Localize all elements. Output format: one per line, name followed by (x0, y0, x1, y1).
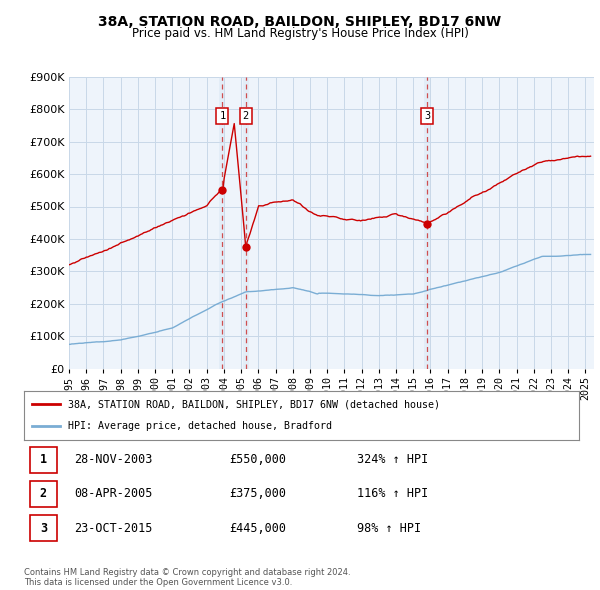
Text: 2: 2 (40, 487, 47, 500)
Text: £550,000: £550,000 (229, 453, 286, 466)
Text: 28-NOV-2003: 28-NOV-2003 (74, 453, 152, 466)
Text: £375,000: £375,000 (229, 487, 286, 500)
FancyBboxPatch shape (29, 481, 58, 507)
Text: Contains HM Land Registry data © Crown copyright and database right 2024.
This d: Contains HM Land Registry data © Crown c… (24, 568, 350, 587)
Text: 23-OCT-2015: 23-OCT-2015 (74, 522, 152, 535)
Text: 3: 3 (424, 111, 430, 121)
Bar (424, 77, 430, 369)
Text: 38A, STATION ROAD, BAILDON, SHIPLEY, BD17 6NW: 38A, STATION ROAD, BAILDON, SHIPLEY, BD1… (98, 15, 502, 29)
Text: 2: 2 (242, 111, 249, 121)
Text: 1: 1 (219, 111, 226, 121)
Text: £445,000: £445,000 (229, 522, 286, 535)
Bar (219, 77, 226, 369)
Text: 38A, STATION ROAD, BAILDON, SHIPLEY, BD17 6NW (detached house): 38A, STATION ROAD, BAILDON, SHIPLEY, BD1… (68, 399, 440, 409)
Text: 1: 1 (40, 453, 47, 466)
Text: 98% ↑ HPI: 98% ↑ HPI (357, 522, 421, 535)
FancyBboxPatch shape (29, 447, 58, 473)
Text: 324% ↑ HPI: 324% ↑ HPI (357, 453, 428, 466)
Text: HPI: Average price, detached house, Bradford: HPI: Average price, detached house, Brad… (68, 421, 332, 431)
Text: 3: 3 (40, 522, 47, 535)
Text: Price paid vs. HM Land Registry's House Price Index (HPI): Price paid vs. HM Land Registry's House … (131, 27, 469, 40)
Text: 08-APR-2005: 08-APR-2005 (74, 487, 152, 500)
FancyBboxPatch shape (29, 515, 58, 541)
Text: 116% ↑ HPI: 116% ↑ HPI (357, 487, 428, 500)
Bar (242, 77, 249, 369)
